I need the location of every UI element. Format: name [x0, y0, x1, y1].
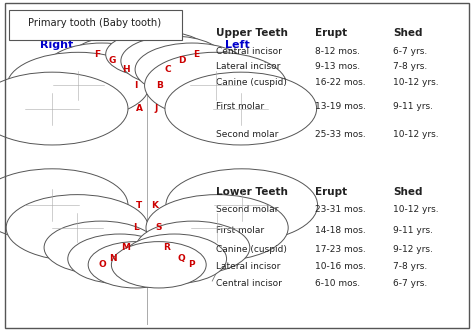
Ellipse shape [88, 242, 183, 288]
Text: 16-22 mos.: 16-22 mos. [315, 78, 366, 87]
Text: 13-19 mos.: 13-19 mos. [315, 102, 366, 111]
Ellipse shape [122, 234, 227, 284]
Text: Left: Left [225, 40, 249, 50]
Text: 10-16 mos.: 10-16 mos. [315, 262, 366, 271]
Text: Primary tooth (Baby tooth): Primary tooth (Baby tooth) [28, 18, 161, 28]
Text: Upper Teeth: Upper Teeth [216, 28, 288, 38]
Text: N: N [109, 254, 117, 263]
Text: F: F [94, 50, 100, 59]
Text: B: B [156, 81, 164, 90]
Ellipse shape [84, 31, 188, 77]
Text: G: G [108, 56, 116, 66]
Text: Canine (cuspid): Canine (cuspid) [216, 245, 287, 255]
Ellipse shape [111, 242, 206, 288]
Text: Shed: Shed [393, 28, 423, 38]
Ellipse shape [166, 169, 318, 242]
Text: Q: Q [177, 254, 185, 263]
Text: 8-12 mos.: 8-12 mos. [315, 47, 360, 56]
Text: 9-12 yrs.: 9-12 yrs. [393, 245, 433, 255]
Text: Right: Right [40, 40, 73, 50]
Text: H: H [122, 65, 129, 74]
Text: Lateral incisor: Lateral incisor [216, 262, 280, 271]
Text: 7-8 yrs.: 7-8 yrs. [393, 62, 428, 71]
Text: Canine (cuspid): Canine (cuspid) [216, 78, 287, 87]
Text: 9-13 mos.: 9-13 mos. [315, 62, 360, 71]
Text: 9-11 yrs.: 9-11 yrs. [393, 102, 433, 111]
Ellipse shape [121, 36, 225, 86]
Bar [9, 10, 182, 40]
Text: Central incisor: Central incisor [216, 47, 282, 56]
Ellipse shape [136, 221, 250, 274]
Text: 14-18 mos.: 14-18 mos. [315, 226, 366, 235]
Ellipse shape [45, 43, 159, 96]
Text: 23-31 mos.: 23-31 mos. [315, 205, 366, 214]
Text: M: M [121, 243, 130, 252]
Text: R: R [164, 243, 171, 252]
Text: 9-11 yrs.: 9-11 yrs. [393, 226, 433, 235]
Text: T: T [136, 201, 142, 210]
Text: J: J [154, 104, 157, 113]
Text: L: L [133, 223, 139, 232]
Text: K: K [151, 201, 158, 210]
Text: 17-23 mos.: 17-23 mos. [315, 245, 366, 255]
Text: First molar: First molar [216, 226, 264, 235]
Text: 7-8 yrs.: 7-8 yrs. [393, 262, 428, 271]
Text: 10-12 yrs.: 10-12 yrs. [393, 78, 439, 87]
Text: 25-33 mos.: 25-33 mos. [315, 129, 366, 139]
Text: Central incisor: Central incisor [216, 279, 282, 288]
Ellipse shape [6, 195, 148, 261]
Text: I: I [134, 81, 137, 90]
Text: Shed: Shed [393, 187, 423, 197]
Text: P: P [188, 260, 194, 269]
Ellipse shape [7, 52, 149, 118]
Text: Erupt: Erupt [315, 28, 347, 38]
Text: Erupt: Erupt [315, 187, 347, 197]
Ellipse shape [0, 169, 128, 242]
Ellipse shape [44, 221, 158, 274]
Ellipse shape [106, 31, 210, 77]
Text: C: C [164, 65, 171, 74]
Ellipse shape [135, 43, 249, 96]
Text: 6-10 mos.: 6-10 mos. [315, 279, 360, 288]
Text: Second molar: Second molar [216, 205, 278, 214]
Ellipse shape [146, 195, 288, 261]
Text: O: O [99, 260, 107, 269]
Text: 6-7 yrs.: 6-7 yrs. [393, 279, 428, 288]
Text: 10-12 yrs.: 10-12 yrs. [393, 205, 439, 214]
Ellipse shape [69, 36, 173, 86]
Text: S: S [155, 223, 162, 232]
Text: First molar: First molar [216, 102, 264, 111]
Text: 10-12 yrs.: 10-12 yrs. [393, 129, 439, 139]
Ellipse shape [145, 52, 287, 118]
Text: Second molar: Second molar [216, 129, 278, 139]
Ellipse shape [0, 72, 128, 145]
Text: 6-7 yrs.: 6-7 yrs. [393, 47, 428, 56]
Text: A: A [136, 104, 143, 113]
Ellipse shape [68, 234, 172, 284]
Ellipse shape [165, 72, 317, 145]
Text: D: D [178, 56, 186, 66]
Text: E: E [193, 50, 200, 59]
Text: Lower Teeth: Lower Teeth [216, 187, 288, 197]
Text: Lateral incisor: Lateral incisor [216, 62, 280, 71]
